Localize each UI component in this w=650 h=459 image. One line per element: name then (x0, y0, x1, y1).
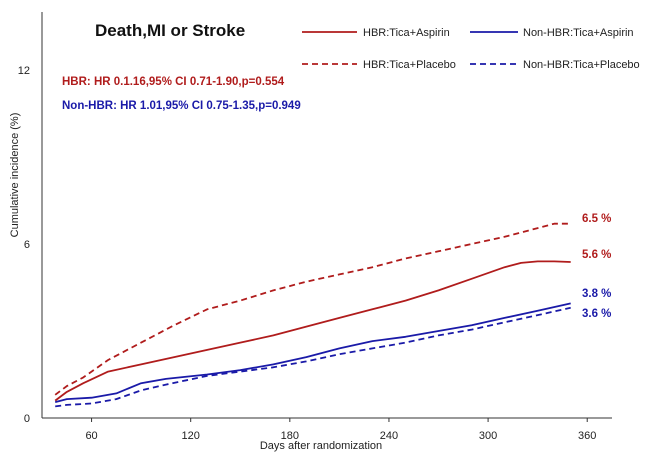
hr-annotation-hbr: HBR: HR 0.1.16,95% CI 0.71-1.90,p=0.554 (62, 76, 285, 88)
legend-label: HBR:Tica+Placebo (363, 59, 456, 71)
x-tick-label: 60 (85, 430, 97, 442)
series-line-2 (54, 302, 571, 403)
series-line-0 (54, 260, 571, 402)
y-tick-label: 12 (18, 65, 30, 77)
series-line-3 (55, 306, 571, 408)
x-tick-label: 240 (380, 430, 398, 442)
series-end-label: 5.6 % (582, 249, 611, 261)
x-tick-label: 300 (479, 430, 497, 442)
legend-label: HBR:Tica+Aspirin (363, 27, 450, 39)
legend-label: Non-HBR:Tica+Placebo (523, 59, 640, 71)
legend-label: Non-HBR:Tica+Aspirin (523, 27, 634, 39)
x-tick-label: 120 (182, 430, 200, 442)
series-end-label: 6.5 % (582, 213, 611, 225)
series-end-label: 3.6 % (582, 308, 611, 320)
y-axis-label: Cumulative incidence (%) (9, 113, 21, 238)
y-tick-label: 6 (24, 239, 30, 251)
x-tick-label: 180 (281, 430, 299, 442)
x-axis-label: Days after randomization (260, 440, 382, 452)
series-line-1 (54, 222, 571, 396)
x-tick-label: 360 (578, 430, 596, 442)
hr-annotation-nonhbr: Non-HBR: HR 1.01,95% CI 0.75-1.35,p=0.94… (62, 100, 301, 112)
y-tick-label: 0 (24, 413, 30, 425)
chart-title: Death,MI or Stroke (95, 21, 245, 40)
series-end-label: 3.8 % (582, 288, 611, 300)
